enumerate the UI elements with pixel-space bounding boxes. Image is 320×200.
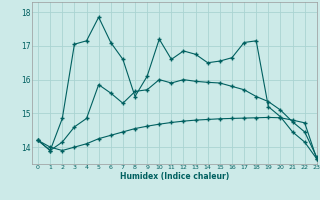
X-axis label: Humidex (Indice chaleur): Humidex (Indice chaleur): [120, 172, 229, 181]
